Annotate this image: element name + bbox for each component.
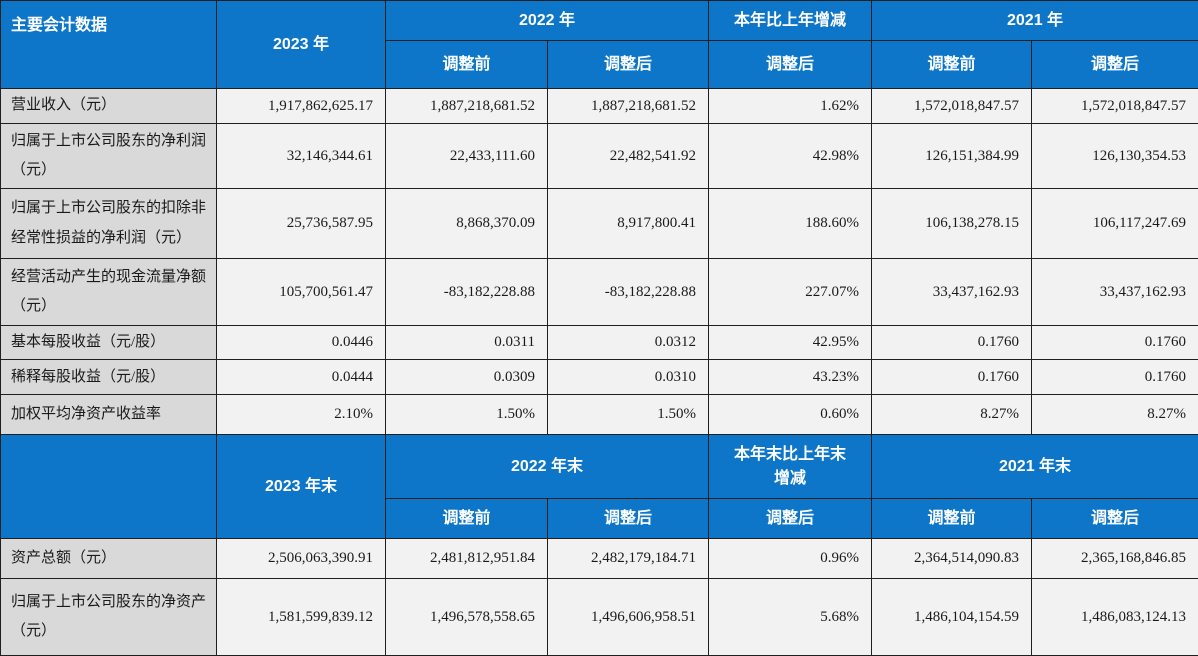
- table-row: 资产总额（元） 2,506,063,390.91 2,481,812,951.8…: [1, 539, 1198, 579]
- table-row: 稀释每股收益（元/股） 0.0444 0.0309 0.0310 43.23% …: [1, 360, 1198, 395]
- value-cell: 2,506,063,390.91: [217, 539, 386, 579]
- value-cell: 22,482,541.92: [548, 124, 709, 189]
- value-cell: 42.98%: [709, 124, 872, 189]
- value-cell: 1,572,018,847.57: [872, 89, 1032, 124]
- table-row: 加权平均净资产收益率 2.10% 1.50% 1.50% 0.60% 8.27%…: [1, 395, 1198, 435]
- col-header-yearend-change: 本年末比上年末增减: [709, 435, 872, 499]
- value-cell: 8.27%: [1032, 395, 1198, 435]
- value-cell: 32,146,344.61: [217, 124, 386, 189]
- table-title: 主要会计数据: [1, 1, 217, 89]
- value-cell: 227.07%: [709, 259, 872, 326]
- col-header-2022: 2022 年: [386, 1, 709, 41]
- value-cell: 0.0444: [217, 360, 386, 395]
- value-cell: 106,138,278.15: [872, 189, 1032, 259]
- table-row: 归属于上市公司股东的净资产（元） 1,581,599,839.12 1,496,…: [1, 579, 1198, 656]
- col-header-2022-end: 2022 年末: [386, 435, 709, 499]
- value-cell: 0.0309: [386, 360, 548, 395]
- value-cell: 0.0446: [217, 326, 386, 360]
- value-cell: 0.96%: [709, 539, 872, 579]
- value-cell: 1,496,578,558.65: [386, 579, 548, 656]
- table-row: 经营活动产生的现金流量净额（元） 105,700,561.47 -83,182,…: [1, 259, 1198, 326]
- empty-header-cell: [1, 435, 217, 539]
- value-cell: 5.68%: [709, 579, 872, 656]
- col-header-2023-end: 2023 年末: [217, 435, 386, 539]
- value-cell: 1,486,104,154.59: [872, 579, 1032, 656]
- value-cell: 0.60%: [709, 395, 872, 435]
- value-cell: 43.23%: [709, 360, 872, 395]
- subheader-2022-after-adjust: 调整后: [548, 41, 709, 89]
- value-cell: 188.60%: [709, 189, 872, 259]
- value-cell: 2,481,812,951.84: [386, 539, 548, 579]
- value-cell: 8,917,800.41: [548, 189, 709, 259]
- value-cell: 1,572,018,847.57: [1032, 89, 1198, 124]
- subheader-2021end-before-adjust: 调整前: [872, 499, 1032, 539]
- subheader-2022end-before-adjust: 调整前: [386, 499, 548, 539]
- subheader-change-after-adjust: 调整后: [709, 499, 872, 539]
- table-row: 归属于上市公司股东的净利润（元） 32,146,344.61 22,433,11…: [1, 124, 1198, 189]
- row-label: 加权平均净资产收益率: [1, 395, 217, 435]
- value-cell: 0.0311: [386, 326, 548, 360]
- value-cell: 42.95%: [709, 326, 872, 360]
- row-label: 经营活动产生的现金流量净额（元）: [1, 259, 217, 326]
- value-cell: 126,151,384.99: [872, 124, 1032, 189]
- value-cell: -83,182,228.88: [548, 259, 709, 326]
- row-label: 归属于上市公司股东的净利润（元）: [1, 124, 217, 189]
- value-cell: 22,433,111.60: [386, 124, 548, 189]
- value-cell: 2,365,168,846.85: [1032, 539, 1198, 579]
- col-header-2021-end: 2021 年末: [872, 435, 1198, 499]
- value-cell: 0.1760: [872, 326, 1032, 360]
- subheader-2021-after-adjust: 调整后: [1032, 41, 1198, 89]
- value-cell: 1,917,862,625.17: [217, 89, 386, 124]
- value-cell: 1.62%: [709, 89, 872, 124]
- value-cell: 1,887,218,681.52: [386, 89, 548, 124]
- subheader-2022end-after-adjust: 调整后: [548, 499, 709, 539]
- row-label: 基本每股收益（元/股）: [1, 326, 217, 360]
- value-cell: 1,496,606,958.51: [548, 579, 709, 656]
- subheader-change-after-adjust: 调整后: [709, 41, 872, 89]
- value-cell: 2,482,179,184.71: [548, 539, 709, 579]
- row-label: 归属于上市公司股东的扣除非经常性损益的净利润（元）: [1, 189, 217, 259]
- value-cell: 33,437,162.93: [872, 259, 1032, 326]
- value-cell: 105,700,561.47: [217, 259, 386, 326]
- col-header-yoy-change: 本年比上年增减: [709, 1, 872, 41]
- row-label: 稀释每股收益（元/股）: [1, 360, 217, 395]
- value-cell: 33,437,162.93: [1032, 259, 1198, 326]
- value-cell: 2,364,514,090.83: [872, 539, 1032, 579]
- subheader-2022-before-adjust: 调整前: [386, 41, 548, 89]
- table-row: 归属于上市公司股东的扣除非经常性损益的净利润（元） 25,736,587.95 …: [1, 189, 1198, 259]
- value-cell: 1,486,083,124.13: [1032, 579, 1198, 656]
- col-header-2021: 2021 年: [872, 1, 1198, 41]
- value-cell: 106,117,247.69: [1032, 189, 1198, 259]
- value-cell: 1,887,218,681.52: [548, 89, 709, 124]
- value-cell: 8,868,370.09: [386, 189, 548, 259]
- value-cell: 0.0312: [548, 326, 709, 360]
- row-label: 营业收入（元）: [1, 89, 217, 124]
- value-cell: 25,736,587.95: [217, 189, 386, 259]
- row-label: 资产总额（元）: [1, 539, 217, 579]
- value-cell: -83,182,228.88: [386, 259, 548, 326]
- row-label: 归属于上市公司股东的净资产（元）: [1, 579, 217, 656]
- value-cell: 1.50%: [548, 395, 709, 435]
- value-cell: 2.10%: [217, 395, 386, 435]
- value-cell: 1,581,599,839.12: [217, 579, 386, 656]
- table-row: 基本每股收益（元/股） 0.0446 0.0311 0.0312 42.95% …: [1, 326, 1198, 360]
- value-cell: 0.1760: [1032, 326, 1198, 360]
- value-cell: 8.27%: [872, 395, 1032, 435]
- table-row: 营业收入（元） 1,917,862,625.17 1,887,218,681.5…: [1, 89, 1198, 124]
- value-cell: 0.1760: [872, 360, 1032, 395]
- col-header-2023: 2023 年: [217, 1, 386, 89]
- value-cell: 126,130,354.53: [1032, 124, 1198, 189]
- subheader-2021end-after-adjust: 调整后: [1032, 499, 1198, 539]
- value-cell: 1.50%: [386, 395, 548, 435]
- subheader-2021-before-adjust: 调整前: [872, 41, 1032, 89]
- value-cell: 0.1760: [1032, 360, 1198, 395]
- value-cell: 0.0310: [548, 360, 709, 395]
